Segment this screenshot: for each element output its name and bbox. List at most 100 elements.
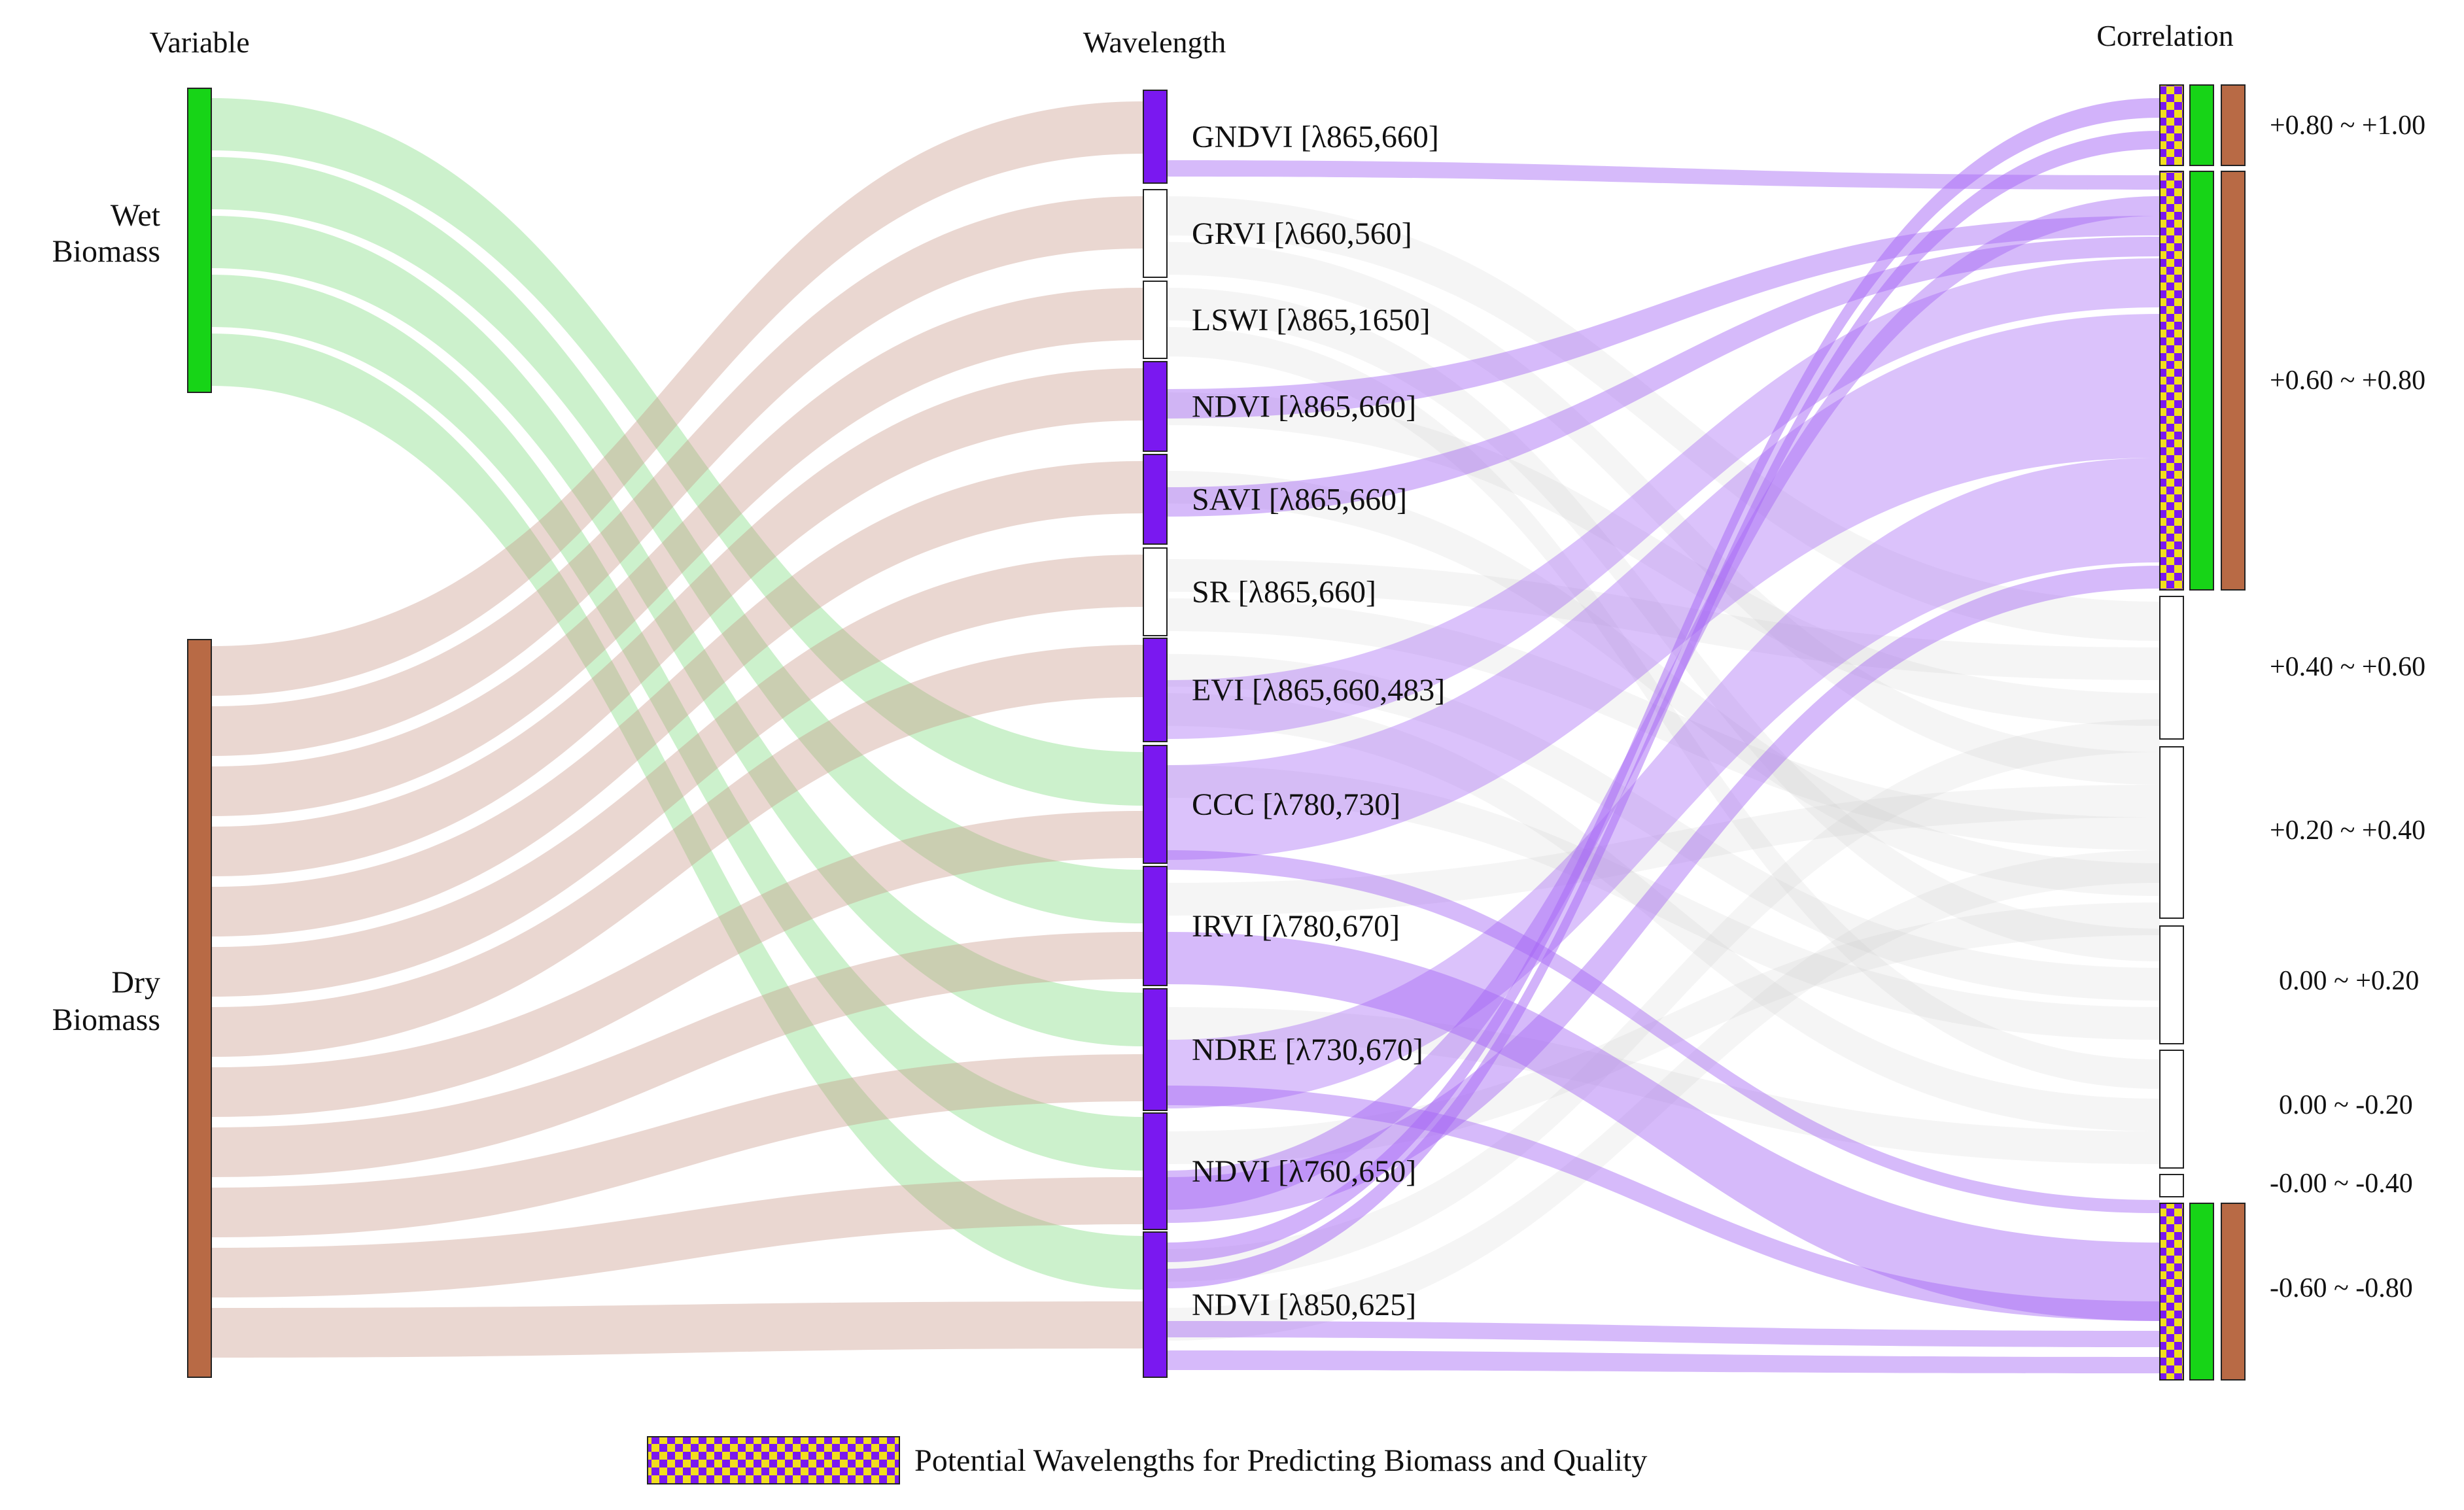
neutral-correlation-flow: [1167, 850, 2160, 1341]
corr-node-empty: [2159, 596, 2184, 740]
legend-swatch: [647, 1436, 900, 1484]
strong-correlation-flow: [1167, 850, 2160, 1213]
wavelength-label: LSWI [λ865,1650]: [1192, 303, 1431, 337]
wavelength-header: Wavelength: [1083, 26, 1226, 59]
strong-correlation-flow: [1167, 258, 2160, 739]
wavelength-nodes: GNDVI [λ865,660] GRVI [λ660,560] LSWI [λ86…: [1143, 90, 1445, 1378]
wavelength-node: [1143, 361, 1168, 452]
neutral-correlation-flow: [1167, 288, 2160, 961]
variable-flows: [211, 98, 1143, 1358]
wavelength-node: [1143, 745, 1168, 864]
corr-range-label: 0.00 ~ +0.20: [2279, 966, 2419, 996]
wavelength-label: IRVI [λ780,670]: [1192, 909, 1400, 944]
variable-header: Variable: [149, 26, 249, 59]
wavelength-node: [1143, 547, 1168, 636]
dry-flow: [211, 1301, 1143, 1358]
strong-correlation-flow: [1167, 314, 2160, 860]
corr-node-wet: [2189, 171, 2214, 591]
wavelength-node: [1143, 189, 1168, 278]
wavelength-label: CCC [λ780,730]: [1192, 787, 1400, 822]
corr-node-potential: [2159, 171, 2184, 591]
corr-node-empty: [2159, 1050, 2184, 1169]
dry-flow: [211, 932, 1143, 1177]
wavelength-node: [1143, 281, 1168, 359]
dry-biomass-label-line2: Biomass: [52, 1003, 160, 1037]
strong-correlation-flow: [1167, 1086, 2160, 1321]
wavelength-label: NDRE [λ730,670]: [1192, 1033, 1423, 1067]
neutral-correlation-flow: [1167, 693, 2160, 1131]
strong-correlation-flow: [1167, 1321, 2160, 1347]
wet-flow: [211, 98, 1143, 806]
corr-range-label: 0.00 ~ -0.20: [2279, 1090, 2413, 1120]
wavelength-node: [1143, 90, 1168, 184]
corr-node-dry: [2221, 1203, 2246, 1381]
neutral-correlation-flow: [1167, 765, 2160, 1040]
wavelength-node: [1143, 1112, 1168, 1230]
wet-biomass-label-line2: Biomass: [52, 234, 160, 269]
dry-flow: [211, 555, 1143, 997]
strong-correlation-flow: [1167, 131, 2160, 1288]
wavelength-node: [1143, 866, 1168, 986]
corr-node-wet: [2189, 1203, 2214, 1381]
wet-flow: [211, 157, 1143, 923]
corr-node-dry: [2221, 171, 2246, 591]
dry-flow: [211, 461, 1143, 936]
neutral-correlation-flow: [1167, 902, 2160, 1164]
dry-flow: [211, 288, 1143, 816]
neutral-correlation-flow: [1167, 196, 2160, 641]
neutral-correlation-flow: [1167, 392, 2160, 726]
neutral-correlation-flow: [1167, 785, 2160, 916]
wet-biomass-label-line1: Wet: [111, 198, 161, 233]
strong-correlation-flow: [1167, 458, 2160, 1108]
dry-biomass-label-line1: Dry: [111, 965, 160, 1000]
dry-flow: [211, 811, 1143, 1117]
corr-range-label: +0.40 ~ +0.60: [2270, 652, 2425, 682]
corr-range-label: +0.60 ~ +0.80: [2270, 366, 2425, 396]
neutral-correlation-flow: [1167, 654, 2160, 1001]
purple-flows: [1167, 98, 2160, 1373]
dry-flow: [211, 101, 1143, 696]
wet-flow: [211, 275, 1143, 1171]
neutral-correlation-flow: [1167, 559, 2160, 680]
strong-correlation-flow: [1167, 932, 2160, 1321]
strong-correlation-flow: [1167, 566, 2160, 1223]
neutral-correlation-flow: [1167, 598, 2160, 850]
strong-correlation-flow: [1167, 1350, 2160, 1373]
wavelength-label: NDVI [λ760,650]: [1192, 1154, 1416, 1189]
legend-label: Potential Wavelengths for Predicting Bio…: [914, 1443, 1647, 1478]
corr-node-empty: [2159, 925, 2184, 1044]
wavelength-label: SR [λ865,660]: [1192, 575, 1376, 609]
strong-correlation-flow: [1167, 237, 2160, 517]
wavelength-label: NDVI [λ865,660]: [1192, 390, 1416, 424]
wet-flow: [211, 216, 1143, 1046]
corr-node-empty: [2159, 1174, 2184, 1197]
dry-flow: [211, 368, 1143, 876]
wavelength-node: [1143, 1231, 1168, 1378]
corr-range-label: +0.80 ~ +1.00: [2270, 111, 2425, 141]
neutral-correlation-flow: [1167, 1007, 2160, 1164]
wavelength-node: [1143, 454, 1168, 545]
wavelength-label: GRVI [λ660,560]: [1192, 216, 1412, 251]
corr-range-label: +0.20 ~ +0.40: [2270, 815, 2425, 846]
corr-range-label: -0.60 ~ -0.80: [2270, 1273, 2413, 1303]
wavelength-label: GNDVI [λ865,660]: [1192, 120, 1439, 154]
wet-biomass-node: [187, 88, 212, 393]
strong-correlation-flow: [1167, 216, 2160, 419]
dry-flow: [211, 1054, 1143, 1237]
correlation-nodes: [2159, 84, 2246, 1381]
strong-correlation-flow: [1167, 160, 2160, 190]
dry-biomass-node: [187, 639, 212, 1378]
wavelength-label: EVI [λ865,660,483]: [1192, 673, 1445, 708]
dry-flow: [211, 1177, 1143, 1297]
wavelength-label: SAVI [λ865,660]: [1192, 483, 1407, 517]
strong-correlation-flow: [1167, 98, 2160, 1262]
neutral-correlation-flow: [1167, 242, 2160, 785]
corr-node-dry: [2221, 84, 2246, 166]
wavelength-label: NDVI [λ850,625]: [1192, 1288, 1416, 1322]
dry-flow: [211, 196, 1143, 756]
wavelength-node: [1143, 638, 1168, 742]
wavelength-node: [1143, 988, 1168, 1111]
corr-node-potential: [2159, 84, 2184, 166]
